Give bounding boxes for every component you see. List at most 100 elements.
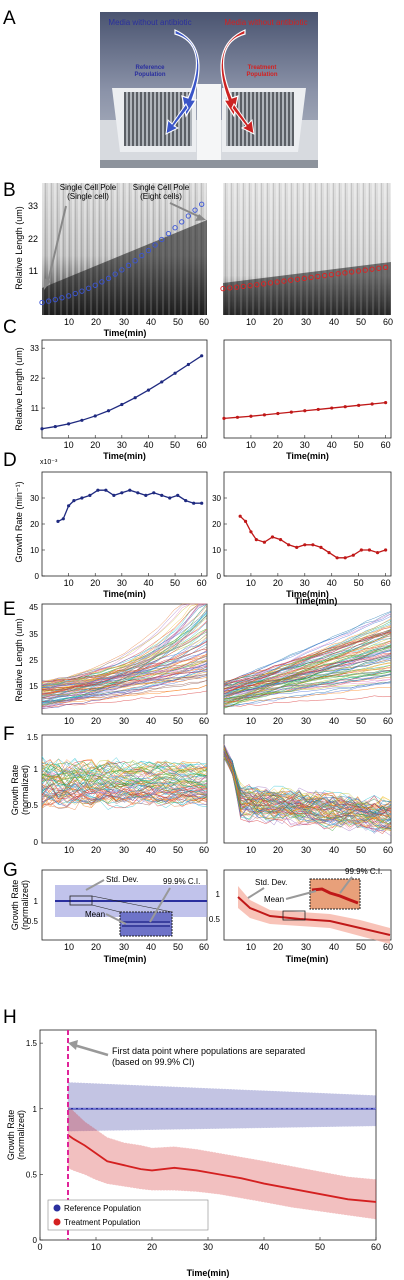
data-point (80, 418, 84, 422)
x-tick-label: 40 (259, 1242, 269, 1252)
x-tick-label: 50 (354, 578, 364, 588)
svg-text:60: 60 (383, 845, 393, 855)
b-ytick: 11 (29, 266, 38, 276)
g-left-ci-label: 99.9% C.I. (163, 877, 200, 886)
cell-trajectory (223, 640, 392, 698)
pole-marker (159, 236, 165, 243)
pole-marker (165, 230, 172, 237)
pole-marker (220, 285, 226, 292)
pole-marker (152, 242, 158, 248)
cell-trajectory (41, 789, 208, 803)
cell-trajectory (41, 791, 208, 806)
panel-g-mean-ci: Std. Dev. 99.9% C.I. Mean Std. Dev. 99.9… (10, 867, 393, 964)
svg-text:10: 10 (64, 942, 74, 952)
pole-marker (349, 269, 355, 275)
svg-text:50: 50 (356, 942, 366, 952)
pole-marker (240, 283, 246, 290)
y-tick-label: 0.5 (26, 1170, 38, 1179)
cell-trajectory (223, 756, 392, 809)
x-tick-label: 40 (327, 578, 337, 588)
cell-trajectory (223, 635, 392, 705)
f-right-lines (223, 743, 392, 837)
cell-trajectory (223, 615, 392, 692)
cell-trajectory (223, 630, 392, 695)
data-point (384, 548, 388, 552)
confidence-band (67, 1082, 377, 1132)
b-left-pole-track (39, 201, 205, 306)
x-tick-label: 40 (327, 440, 337, 450)
b-annot-eight-cells: Single Cell Pole (Eight cells) (133, 183, 190, 201)
panel-letter-f: F (3, 724, 15, 745)
data-point (136, 491, 140, 495)
data-point (93, 414, 97, 418)
cell-trajectory (41, 629, 208, 695)
cell-trajectory (223, 757, 392, 829)
cell-trajectory (223, 653, 392, 693)
svg-text:20: 20 (273, 317, 283, 327)
pole-marker (227, 285, 233, 291)
x-tick-label: 30 (117, 440, 127, 450)
pole-marker (46, 298, 52, 304)
data-point (192, 501, 196, 505)
cell-trajectory (223, 749, 392, 821)
data-point (343, 405, 347, 409)
cell-trajectory (223, 687, 392, 704)
panel-letter-h: H (3, 1007, 17, 1028)
data-point (186, 362, 190, 367)
b-right-pole-track (220, 264, 389, 292)
y-tick-label: 10 (212, 546, 221, 555)
pole-marker (52, 296, 58, 303)
svg-text:50: 50 (173, 317, 183, 327)
e-ytick: 25 (29, 656, 38, 665)
panel-letter-d: D (3, 450, 17, 471)
f-ytick: 1.5 (27, 733, 39, 742)
y-tick-label: 0 (35, 572, 40, 581)
data-point (120, 491, 124, 495)
cell-trajectory (223, 629, 392, 690)
pole-marker (85, 285, 92, 291)
x-tick-label: 10 (246, 578, 256, 588)
cell-trajectory (223, 658, 392, 704)
svg-text:30: 30 (301, 845, 311, 855)
svg-text:40: 40 (329, 716, 339, 726)
cell-trajectory (223, 679, 392, 695)
g-left-zoom-source (69, 895, 93, 906)
svg-text:30: 30 (119, 845, 129, 855)
x-tick-label: 20 (273, 578, 283, 588)
svg-text:60: 60 (383, 317, 393, 327)
svg-text:20: 20 (91, 716, 101, 726)
data-point (316, 407, 320, 412)
h-annotation: First data point where populations are s… (112, 1046, 305, 1067)
cell-trajectory (223, 613, 392, 692)
f-left-xticks: 10 20 30 40 50 60 (64, 845, 209, 855)
cell-trajectory (223, 753, 392, 806)
d-scale: x10⁻³ (40, 459, 58, 466)
data-point (276, 411, 280, 416)
pole-marker (342, 270, 348, 276)
data-point (295, 545, 299, 550)
svg-text:20: 20 (91, 942, 101, 952)
plot-area (223, 471, 392, 577)
x-tick-label: 50 (170, 578, 180, 588)
svg-text:20: 20 (91, 845, 101, 855)
data-point (343, 556, 347, 560)
cell-trajectory (223, 677, 392, 700)
svg-text:40: 40 (329, 317, 339, 327)
f-left-lines (41, 756, 208, 811)
data-point (278, 538, 283, 542)
data-point (96, 488, 100, 492)
x-tick-label: 40 (143, 440, 153, 450)
data-point (289, 410, 293, 414)
cell-trajectory (41, 781, 208, 796)
cell-trajectory (41, 611, 208, 696)
pole-marker (59, 295, 65, 301)
svg-text:30: 30 (301, 317, 311, 327)
svg-text:60: 60 (199, 317, 209, 327)
g-left-xlabel: Time(min) (104, 954, 147, 964)
pole-marker (172, 225, 178, 231)
panel-letters: A B C D E F G H (3, 8, 18, 1028)
b-ytick: 22 (28, 234, 38, 244)
cell-trajectory (41, 610, 208, 682)
panel-letter-c: C (3, 317, 17, 338)
